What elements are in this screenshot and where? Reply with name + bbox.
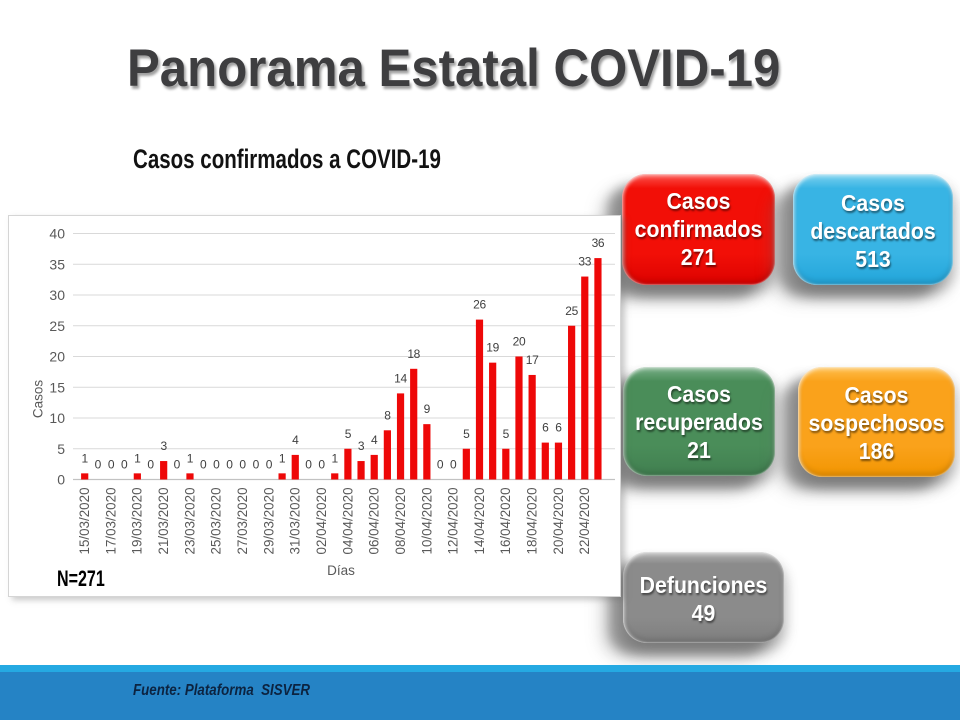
svg-text:12/04/2020: 12/04/2020 xyxy=(446,487,461,554)
svg-text:6: 6 xyxy=(542,421,549,435)
svg-text:0: 0 xyxy=(226,458,233,472)
svg-text:0: 0 xyxy=(108,458,115,472)
svg-text:0: 0 xyxy=(57,472,65,488)
svg-text:10/04/2020: 10/04/2020 xyxy=(419,487,434,554)
svg-text:08/04/2020: 08/04/2020 xyxy=(393,487,408,554)
svg-text:19: 19 xyxy=(486,341,499,355)
svg-text:0: 0 xyxy=(200,458,207,472)
svg-text:N=271: N=271 xyxy=(57,568,105,592)
svg-text:0: 0 xyxy=(174,458,181,472)
svg-text:3: 3 xyxy=(358,439,365,453)
svg-text:17/03/2020: 17/03/2020 xyxy=(103,487,118,554)
svg-text:06/04/2020: 06/04/2020 xyxy=(367,487,382,554)
svg-text:22/04/2020: 22/04/2020 xyxy=(577,487,592,554)
svg-text:20: 20 xyxy=(49,349,65,365)
svg-text:15/03/2020: 15/03/2020 xyxy=(77,487,92,554)
svg-text:31/03/2020: 31/03/2020 xyxy=(288,487,303,554)
svg-text:1: 1 xyxy=(332,451,339,465)
svg-text:14: 14 xyxy=(394,371,407,385)
svg-text:0: 0 xyxy=(147,458,154,472)
svg-text:23/03/2020: 23/03/2020 xyxy=(182,487,197,554)
svg-text:27/03/2020: 27/03/2020 xyxy=(235,487,250,554)
svg-text:18/04/2020: 18/04/2020 xyxy=(525,487,540,554)
svg-text:35: 35 xyxy=(49,256,65,272)
svg-text:29/03/2020: 29/03/2020 xyxy=(261,487,276,554)
svg-text:19/03/2020: 19/03/2020 xyxy=(130,487,145,554)
svg-text:25: 25 xyxy=(49,318,65,334)
svg-text:21/03/2020: 21/03/2020 xyxy=(156,487,171,554)
svg-text:18: 18 xyxy=(407,347,420,361)
svg-text:5: 5 xyxy=(503,427,510,441)
svg-text:1: 1 xyxy=(134,451,141,465)
svg-text:30: 30 xyxy=(49,287,65,303)
svg-text:20/04/2020: 20/04/2020 xyxy=(551,487,566,554)
svg-text:1: 1 xyxy=(279,451,286,465)
svg-text:0: 0 xyxy=(305,458,312,472)
svg-text:1: 1 xyxy=(187,451,194,465)
svg-text:4: 4 xyxy=(292,433,299,447)
svg-text:9: 9 xyxy=(424,402,431,416)
svg-text:36: 36 xyxy=(592,236,605,250)
svg-text:20: 20 xyxy=(513,335,526,349)
svg-text:6: 6 xyxy=(555,421,562,435)
svg-text:1: 1 xyxy=(82,451,89,465)
svg-text:Casos: Casos xyxy=(31,380,46,419)
svg-text:17: 17 xyxy=(526,353,539,367)
svg-text:0: 0 xyxy=(450,458,457,472)
svg-text:0: 0 xyxy=(95,458,102,472)
svg-text:5: 5 xyxy=(345,427,352,441)
svg-text:5: 5 xyxy=(463,427,470,441)
svg-text:25: 25 xyxy=(565,304,578,318)
svg-text:0: 0 xyxy=(318,458,325,472)
svg-text:14/04/2020: 14/04/2020 xyxy=(472,487,487,554)
svg-text:0: 0 xyxy=(213,458,220,472)
svg-text:16/04/2020: 16/04/2020 xyxy=(498,487,513,554)
svg-text:04/04/2020: 04/04/2020 xyxy=(340,487,355,554)
svg-text:02/04/2020: 02/04/2020 xyxy=(314,487,329,554)
svg-text:26: 26 xyxy=(473,298,486,312)
svg-text:4: 4 xyxy=(371,433,378,447)
svg-text:0: 0 xyxy=(121,458,128,472)
svg-text:0: 0 xyxy=(239,458,246,472)
svg-text:0: 0 xyxy=(437,458,444,472)
svg-text:25/03/2020: 25/03/2020 xyxy=(209,487,224,554)
svg-text:3: 3 xyxy=(160,439,167,453)
svg-text:5: 5 xyxy=(57,441,65,457)
svg-text:Días: Días xyxy=(327,563,355,578)
svg-text:15: 15 xyxy=(49,379,65,395)
svg-text:0: 0 xyxy=(253,458,260,472)
svg-text:33: 33 xyxy=(578,255,591,269)
svg-text:40: 40 xyxy=(49,226,65,242)
svg-text:10: 10 xyxy=(49,410,65,426)
svg-text:0: 0 xyxy=(266,458,273,472)
svg-text:8: 8 xyxy=(384,408,391,422)
